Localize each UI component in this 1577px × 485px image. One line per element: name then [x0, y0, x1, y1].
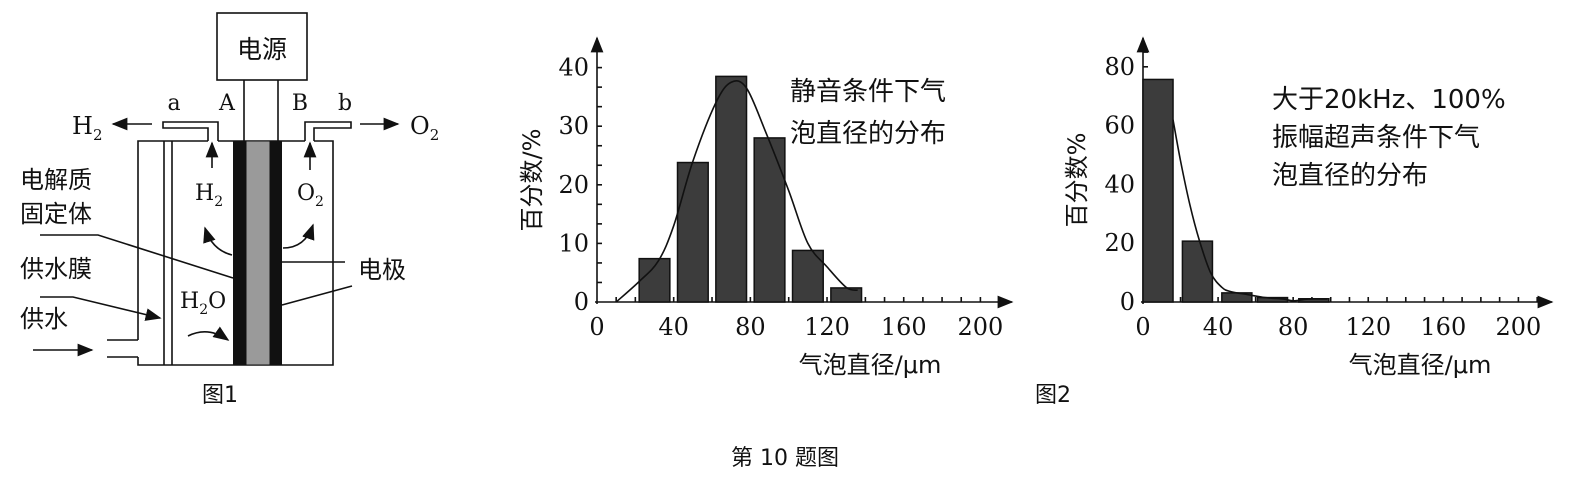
- h2-curved-arrow: [203, 226, 233, 256]
- electrode-left: [233, 141, 246, 365]
- y-tick-label: 80: [1104, 53, 1135, 81]
- figure2-caption: 图2: [1035, 383, 1071, 408]
- y-tick-label: 60: [1104, 112, 1135, 140]
- pipe-a: [162, 121, 219, 141]
- x-tick-label: 120: [804, 313, 850, 341]
- x-tick-label: 160: [1420, 313, 1466, 341]
- h2-out-label: H2: [72, 112, 102, 144]
- x-tick-label: 200: [957, 313, 1003, 341]
- x-tick-label: 80: [735, 313, 766, 341]
- y-tick-label: 10: [558, 229, 589, 257]
- x-tick-label: 40: [658, 313, 689, 341]
- label-A: A: [218, 91, 236, 116]
- electrolyte-label-2: 固定体: [20, 200, 92, 228]
- chart-annotation: 泡直径的分布: [1272, 161, 1428, 191]
- power-source-label: 电源: [237, 35, 287, 64]
- o2-out-label: O2: [410, 112, 439, 144]
- electrode-label: 电极: [358, 256, 406, 284]
- chart-ultrasound: 0 40 80 120 160 200 0 20 40 60 80 大于20kHz、100% 振幅超声条…: [1063, 36, 1554, 379]
- pipe-b: [304, 121, 352, 141]
- water-curved-arrow: [187, 326, 230, 341]
- membrane-leader: [40, 296, 162, 321]
- histogram-bar: [1181, 240, 1214, 303]
- x-tick-label: 160: [881, 313, 927, 341]
- electrolysis-diagram: 电源 a A B b H2 O2 H2 O2 电解质 固定体 供水膜 供水 电极: [20, 12, 439, 408]
- label-a: a: [167, 91, 180, 116]
- electrode-right: [270, 141, 282, 365]
- o2-curved-arrow: [282, 223, 315, 249]
- histogram-bar: [791, 249, 824, 303]
- o2-inner-label: O2: [297, 181, 324, 210]
- histogram-bar: [676, 161, 709, 303]
- h2-inner-label: H2: [195, 181, 223, 210]
- y-tick-label: 40: [558, 54, 589, 82]
- label-B: B: [292, 91, 308, 116]
- distribution-curve: [1172, 119, 1327, 302]
- chart-annotation: 泡直径的分布: [790, 119, 946, 149]
- water-inlet: [107, 339, 138, 358]
- y-axis-label: 百分数/%: [518, 129, 546, 232]
- power-source-box: [216, 12, 308, 81]
- x-axis-label: 气泡直径/μm: [799, 351, 942, 379]
- y-tick-label: 30: [558, 112, 589, 140]
- x-tick-label: 80: [1278, 313, 1309, 341]
- x-tick-label: 40: [1203, 313, 1234, 341]
- label-b: b: [338, 91, 352, 116]
- chart-annotation: 振幅超声条件下气: [1272, 123, 1480, 153]
- y-tick-label: 0: [574, 288, 589, 316]
- y-tick-label: 40: [1104, 170, 1135, 198]
- y-tick-label: 0: [1120, 288, 1135, 316]
- electrode-leader: [281, 285, 353, 306]
- y-axis-label: 百分数%: [1063, 133, 1091, 228]
- histogram-bar: [715, 75, 748, 303]
- histogram-bar: [1142, 78, 1174, 303]
- histogram-bar: [753, 137, 786, 303]
- x-tick-label: 200: [1495, 313, 1541, 341]
- distribution-curve: [615, 80, 858, 303]
- x-tick-label: 0: [1135, 313, 1150, 341]
- x-tick-label: 120: [1345, 313, 1391, 341]
- solid-electrolyte: [245, 140, 271, 366]
- x-tick-label: 0: [589, 313, 604, 341]
- water-label: H2O: [180, 289, 226, 318]
- y-tick-label: 20: [1104, 229, 1135, 257]
- membrane-label: 供水膜: [20, 255, 92, 283]
- chart-annotation: 大于20kHz、100%: [1272, 85, 1506, 115]
- y-tick-label: 20: [558, 171, 589, 199]
- figure1-caption: 图1: [202, 383, 238, 408]
- electrolyte-label-1: 电解质: [20, 166, 92, 194]
- x-axis-label: 气泡直径/μm: [1349, 351, 1492, 379]
- water-supply-label: 供水: [20, 305, 68, 333]
- figure-caption: 第 10 题图: [731, 446, 839, 471]
- electrolyte-leader: [40, 234, 234, 279]
- chart-annotation: 静音条件下气: [790, 77, 946, 107]
